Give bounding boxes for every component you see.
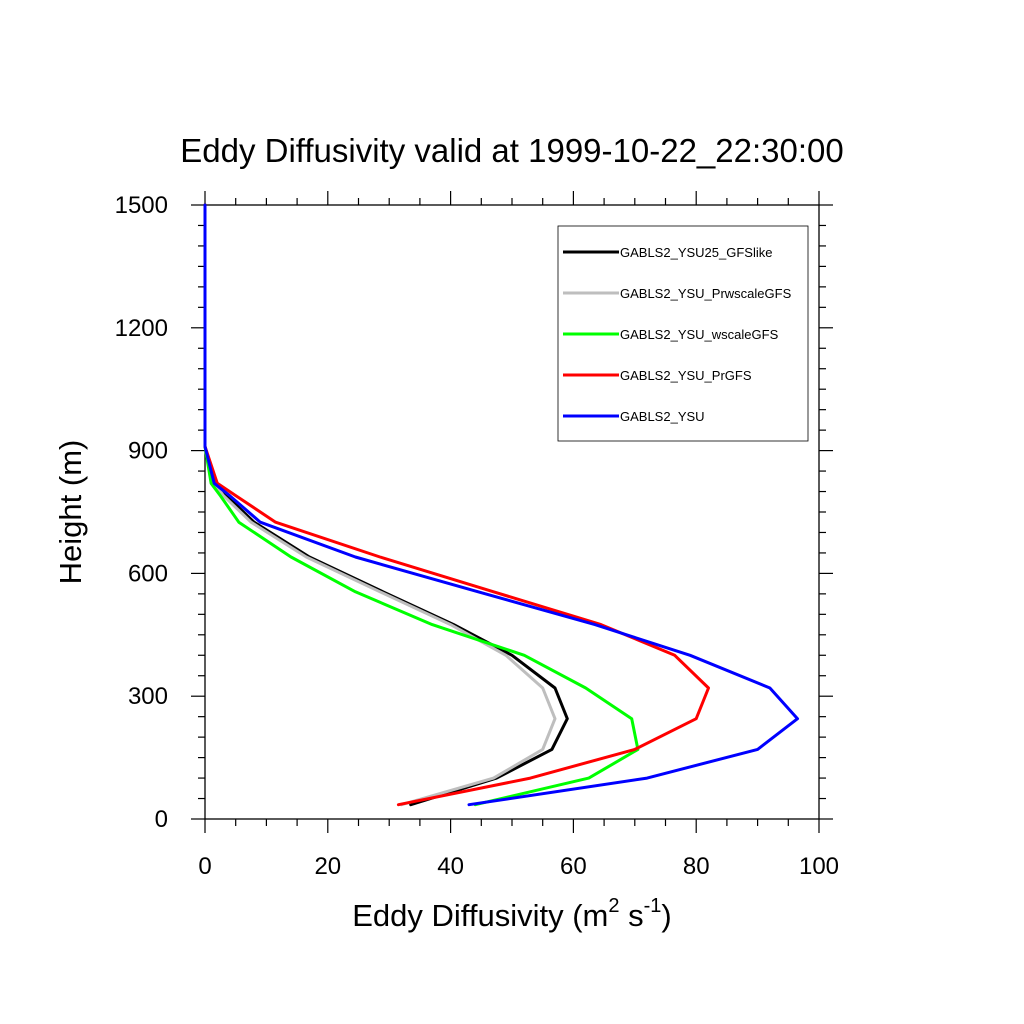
- y-axis-label: Height (m): [53, 440, 88, 585]
- y-tick-label: 600: [128, 560, 168, 587]
- x-axis-label: Eddy Diffusivity (m2 s-1): [352, 895, 671, 933]
- y-tick-label: 0: [155, 806, 168, 833]
- legend-label: GABLS2_YSU_PrGFS: [620, 368, 752, 383]
- y-tick-labels: 0 300 600 900 1200 1500: [115, 192, 168, 833]
- series-line-gabls2-ysu-prwscalegfs: [203, 203, 557, 807]
- x-tick-label: 0: [198, 853, 211, 880]
- legend-label: GABLS2_YSU: [620, 409, 705, 424]
- legend-items: GABLS2_YSU25_GFSlike GABLS2_YSU_PrwscaleG…: [563, 245, 792, 424]
- series-lines: [203, 203, 799, 807]
- legend: GABLS2_YSU25_GFSlike GABLS2_YSU_PrwscaleG…: [557, 225, 809, 442]
- y-tick-label: 1200: [115, 315, 168, 342]
- x-tick-label: 80: [683, 853, 710, 880]
- x-axis-label-sup1: 2: [608, 895, 619, 917]
- x-tick-label: 40: [437, 853, 464, 880]
- x-tick-labels: 0 20 40 60 80 100: [198, 853, 839, 880]
- x-axis-label-base: Eddy Diffusivity (m: [352, 898, 608, 933]
- series-line-gabls2-ysu25-gfslike: [203, 203, 569, 807]
- x-axis-label-sup2: -1: [644, 895, 662, 917]
- x-tick-label: 100: [799, 853, 839, 880]
- legend-label: GABLS2_YSU_wscaleGFS: [620, 327, 779, 342]
- x-axis-label-mid: s: [619, 898, 643, 933]
- x-tick-label: 20: [314, 853, 341, 880]
- series-line-gabls2-ysu: [203, 203, 799, 807]
- legend-label: GABLS2_YSU_PrwscaleGFS: [620, 286, 792, 301]
- x-tick-label: 60: [560, 853, 587, 880]
- legend-label: GABLS2_YSU25_GFSlike: [620, 245, 772, 260]
- chart-title: Eddy Diffusivity valid at 1999-10-22_22:…: [180, 132, 843, 169]
- y-tick-label: 1500: [115, 192, 168, 219]
- y-tick-label: 300: [128, 683, 168, 710]
- x-axis-label-end: ): [661, 898, 671, 933]
- y-tick-label: 900: [128, 438, 168, 465]
